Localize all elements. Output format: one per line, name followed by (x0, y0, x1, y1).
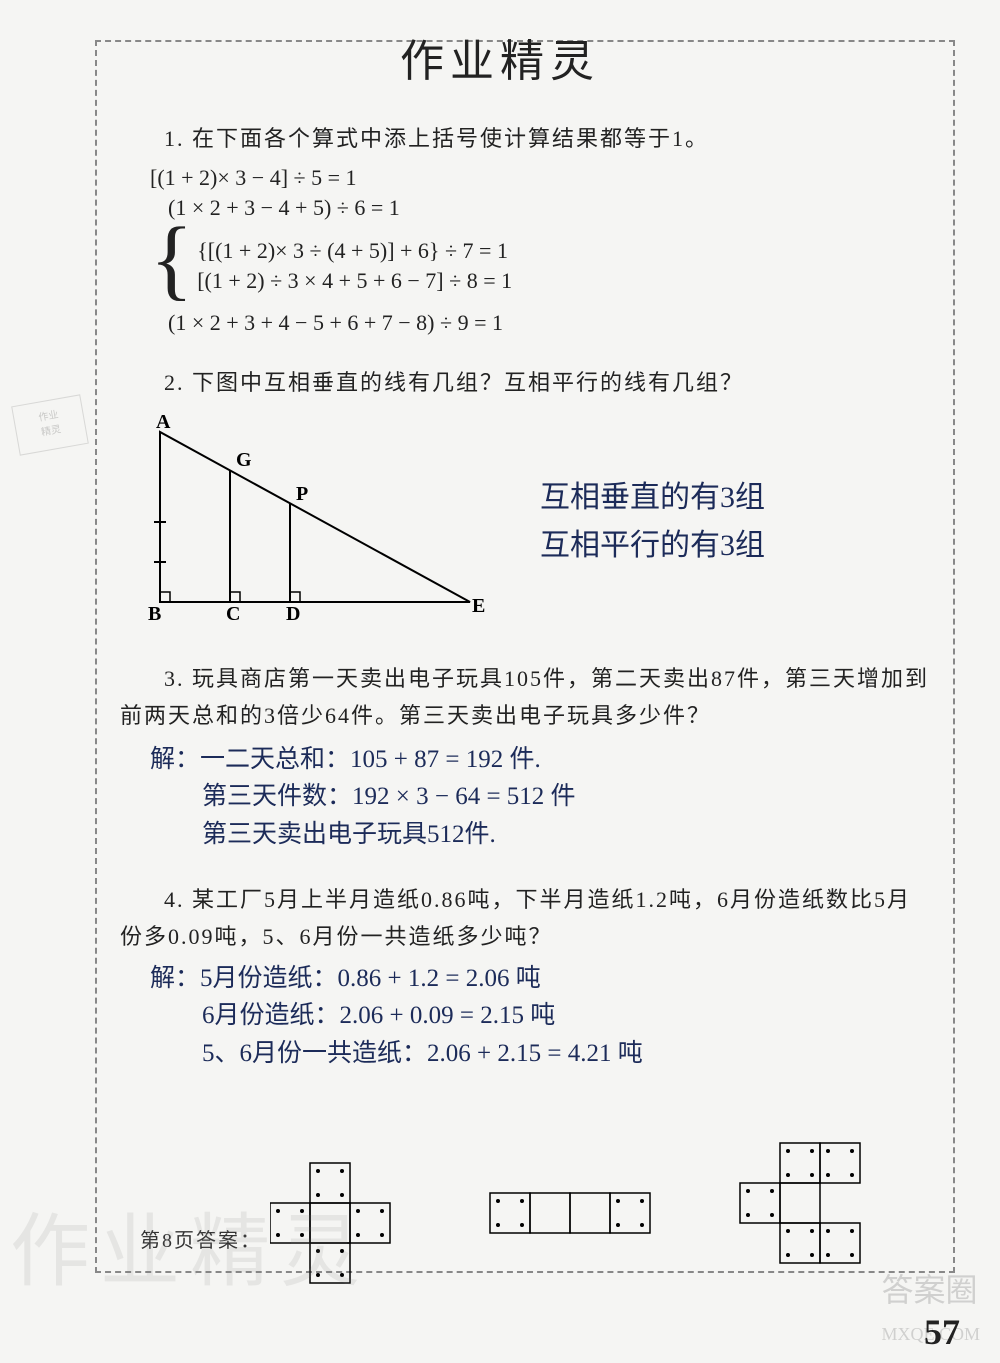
answer-line: 第三天卖出电子玩具512件. (202, 816, 930, 854)
problem-4: 4. 某工厂5月上半月造纸0.86吨，下半月造纸1.2吨，6月份造纸数比5月份多… (120, 881, 930, 1072)
eq-line: [(1 + 2)× 3 − 4] ÷ 5 = 1 (150, 165, 930, 191)
problem-2-figure-row: A B C D E G P 互相垂直的有3组 互相平行的有3组 (120, 412, 930, 632)
answer-line: 解：一二天总和：105 + 87 = 192 件. (150, 741, 930, 779)
problem-2-text: 2. 下图中互相垂直的线有几组？互相平行的线有几组？ (120, 364, 930, 401)
problem-4-text: 4. 某工厂5月上半月造纸0.86吨，下半月造纸1.2吨，6月份造纸数比5月份多… (120, 881, 930, 956)
problem-1-text: 1. 在下面各个算式中添上括号使计算结果都等于1。 (120, 120, 930, 157)
content-area: 1. 在下面各个算式中添上括号使计算结果都等于1。 [(1 + 2)× 3 − … (120, 60, 930, 1072)
vertex-E: E (472, 595, 485, 617)
vertex-G: G (236, 449, 252, 471)
eq-brace-group: { {[(1 + 2)× 3 ÷ (4 + 5)] + 6} ÷ 7 = 1 [… (150, 225, 930, 306)
problem-4-body: 某工厂5月上半月造纸0.86吨，下半月造纸1.2吨，6月份造纸数比5月份多0.0… (120, 887, 911, 949)
answer-line: 6月份造纸：2.06 + 0.09 = 2.15 吨 (202, 997, 930, 1035)
eq-line: (1 × 2 + 3 + 4 − 5 + 6 + 7 − 8) ÷ 9 = 1 (168, 310, 930, 336)
page-number: 57 (924, 1311, 960, 1353)
problem-3-label: 3. (164, 666, 185, 691)
answer-ref-label: 第8页答案： (140, 1224, 262, 1253)
problem-2-answer: 互相垂直的有3组 互相平行的有3组 (540, 474, 765, 570)
brace-icon: { (150, 219, 193, 300)
side-stamp: 作业精灵 (11, 394, 89, 455)
problem-1: 1. 在下面各个算式中添上括号使计算结果都等于1。 [(1 + 2)× 3 − … (120, 120, 930, 336)
vertex-A: A (156, 412, 171, 433)
vertex-D: D (286, 603, 300, 625)
problem-3-body: 玩具商店第一天卖出电子玩具105件，第二天卖出87件，第三天增加到前两天总和的3… (120, 666, 929, 728)
problem-2: 2. 下图中互相垂直的线有几组？互相平行的线有几组？ (120, 364, 930, 631)
answer-line: 5、6月份一共造纸：2.06 + 2.15 = 4.21 吨 (202, 1035, 930, 1073)
vertex-P: P (296, 483, 308, 505)
eq-line: {[(1 + 2)× 3 ÷ (4 + 5)] + 6} ÷ 7 = 1 (197, 238, 512, 264)
triangle-diagram: A B C D E G P (120, 412, 500, 632)
problem-3: 3. 玩具商店第一天卖出电子玩具105件，第二天卖出87件，第三天增加到前两天总… (120, 660, 930, 853)
problem-1-label: 1. (164, 126, 185, 151)
answer-net-figures (270, 1133, 920, 1293)
problem-2-body: 下图中互相垂直的线有几组？互相平行的线有几组？ (192, 370, 744, 395)
answer-line: 互相平行的有3组 (540, 522, 765, 570)
answer-line: 第三天件数：192 × 3 − 64 = 512 件 (202, 778, 930, 816)
answer-line: 互相垂直的有3组 (540, 474, 765, 522)
problem-4-label: 4. (164, 887, 185, 912)
problem-2-label: 2. (164, 370, 185, 395)
eq-line: [(1 + 2) ÷ 3 × 4 + 5 + 6 − 7] ÷ 8 = 1 (197, 268, 512, 294)
problem-3-answer: 解：一二天总和：105 + 87 = 192 件. 第三天件数：192 × 3 … (150, 741, 930, 854)
nets-svg (270, 1133, 930, 1293)
problem-1-equations: [(1 + 2)× 3 − 4] ÷ 5 = 1 (1 × 2 + 3 − 4 … (150, 165, 930, 336)
problem-1-body: 在下面各个算式中添上括号使计算结果都等于1。 (192, 126, 709, 151)
vertex-C: C (226, 603, 240, 625)
answer-line: 解：5月份造纸：0.86 + 1.2 = 2.06 吨 (150, 960, 930, 998)
problem-4-answer: 解：5月份造纸：0.86 + 1.2 = 2.06 吨 6月份造纸：2.06 +… (150, 960, 930, 1073)
eq-line: (1 × 2 + 3 − 4 + 5) ÷ 6 = 1 (168, 195, 930, 221)
vertex-B: B (148, 603, 161, 625)
worksheet-page: 作业精灵 作业精灵 1. 在下面各个算式中添上括号使计算结果都等于1。 [(1 … (0, 0, 1000, 1363)
problem-3-text: 3. 玩具商店第一天卖出电子玩具105件，第二天卖出87件，第三天增加到前两天总… (120, 660, 930, 735)
